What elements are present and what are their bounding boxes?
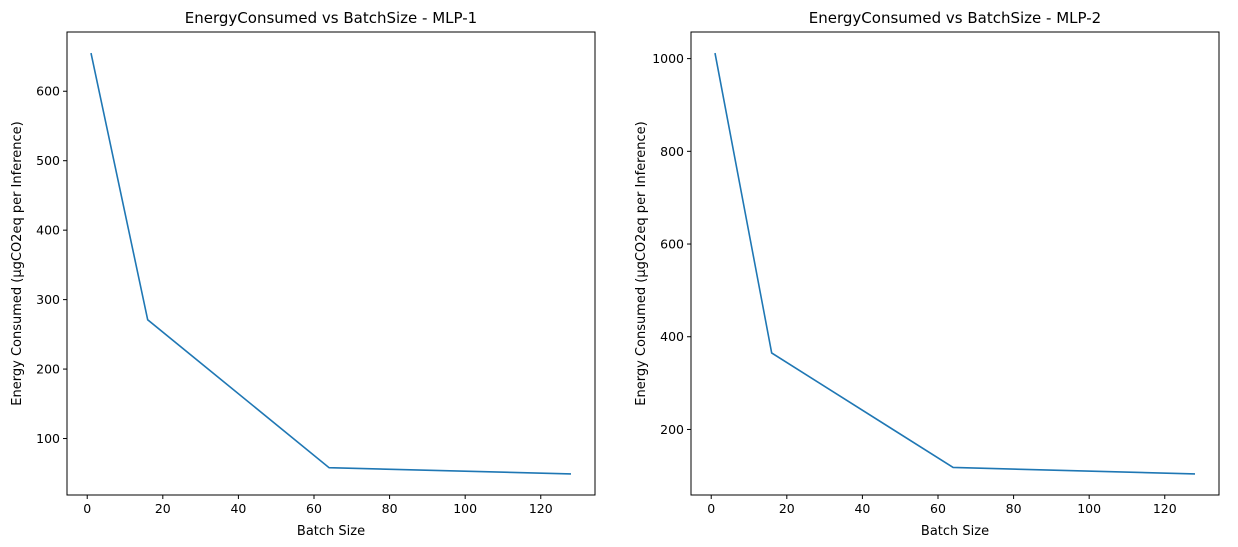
x-tick-label: 120 xyxy=(1153,501,1177,516)
plot-frame xyxy=(66,31,596,496)
y-tick-label: 400 xyxy=(36,223,60,238)
y-tick-label: 600 xyxy=(660,237,684,252)
chart-title: EnergyConsumed vs BatchSize - MLP-2 xyxy=(809,9,1101,27)
y-axis-label: Energy Consumed (µgCO2eq per Inference) xyxy=(634,121,649,405)
x-tick-label: 120 xyxy=(529,501,553,516)
y-axis-label: Energy Consumed (µgCO2eq per Inference) xyxy=(10,121,25,405)
series-line-1 xyxy=(714,52,1196,475)
y-tick-label: 100 xyxy=(36,431,60,446)
x-tick-label: 60 xyxy=(930,501,946,516)
x-tick-label: 40 xyxy=(854,501,870,516)
plot-frame xyxy=(690,31,1220,496)
y-tick-label: 300 xyxy=(36,292,60,307)
chart-2: 0 20 40 60 80 100 120 200 400 600 800 1000 EnergyCon… xyxy=(634,9,1220,539)
x-tick-label: 80 xyxy=(1006,501,1022,516)
y-tick-label: 200 xyxy=(36,362,60,377)
x-tick-label: 20 xyxy=(155,501,171,516)
y-tick-label: 500 xyxy=(36,153,60,168)
y-tick-label: 600 xyxy=(36,84,60,99)
series-line-1 xyxy=(90,52,572,475)
x-axis-label: Batch Size xyxy=(921,524,989,539)
x-tick-label: 80 xyxy=(382,501,398,516)
y-tick-label: 1000 xyxy=(652,51,684,66)
x-tick-label: 100 xyxy=(1077,501,1101,516)
y-tick-label: 800 xyxy=(660,144,684,159)
y-tick-label: 200 xyxy=(660,422,684,437)
x-tick-label: 20 xyxy=(779,501,795,516)
y-tick-label: 400 xyxy=(660,329,684,344)
x-axis-label: Batch Size xyxy=(297,524,365,539)
chart-1: 0 20 40 60 80 100 120 100 200 300 400 500 600 EnergyC… xyxy=(10,9,596,539)
x-tick-label: 60 xyxy=(306,501,322,516)
x-tick-label: 40 xyxy=(230,501,246,516)
x-tick-label: 0 xyxy=(83,501,91,516)
x-tick-label: 100 xyxy=(453,501,477,516)
x-tick-label: 0 xyxy=(707,501,715,516)
chart-title: EnergyConsumed vs BatchSize - MLP-1 xyxy=(185,9,477,27)
